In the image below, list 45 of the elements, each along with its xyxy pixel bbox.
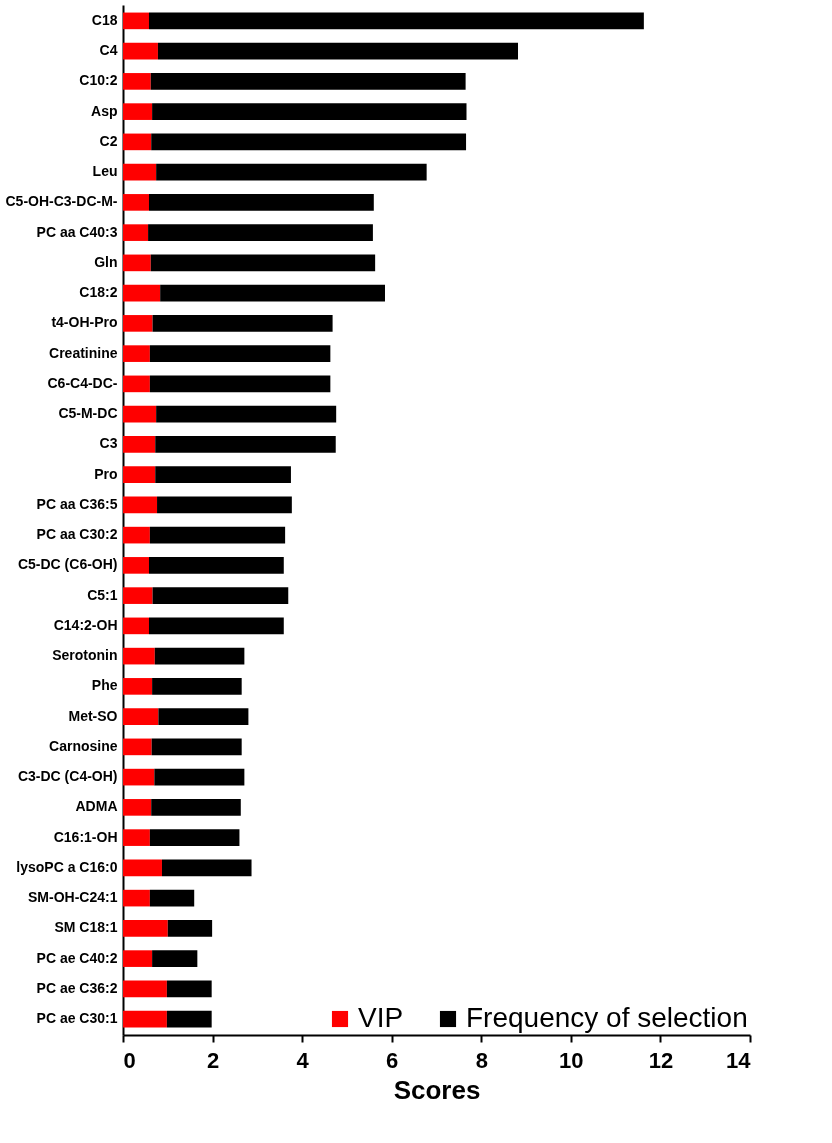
y-tick-label: SM-OH-C24:1	[28, 889, 118, 906]
y-tick-label: PC aa C30:2	[36, 526, 118, 543]
y-tick-label: C10:2	[79, 72, 118, 89]
y-tick-label: C5:1	[87, 586, 118, 603]
y-tick-label: C2	[99, 132, 118, 149]
x-tick-label: 8	[475, 1047, 488, 1073]
y-tick-label: C18	[91, 11, 118, 28]
x-tick-label: 4	[296, 1047, 310, 1073]
y-tick-label: C3	[99, 435, 118, 452]
y-tick-label: PC ae C40:2	[36, 949, 118, 966]
legend-label: Frequency of selection	[466, 1002, 748, 1033]
y-tick-label: Leu	[92, 163, 118, 180]
y-tick-label: Phe	[91, 677, 118, 694]
x-tick-label: 6	[386, 1047, 399, 1073]
y-tick-label: Gln	[94, 253, 118, 270]
y-tick-label: PC ae C30:1	[36, 1010, 118, 1027]
y-tick-label: C14:2-OH	[53, 616, 118, 633]
x-tick-label: 12	[648, 1047, 674, 1073]
y-tick-label: C5-M-DC	[58, 405, 118, 422]
y-tick-label: C6-C4-DC-	[47, 374, 118, 391]
x-tick-label: 0	[123, 1047, 136, 1073]
y-tick-label: Met-SO	[68, 707, 118, 724]
x-axis-title: Scores	[393, 1074, 481, 1105]
y-tick-label: SM C18:1	[54, 919, 118, 936]
y-tick-label: Serotonin	[52, 647, 118, 664]
y-tick-label: Asp	[91, 102, 118, 119]
y-tick-label: C18:2	[79, 284, 118, 301]
y-tick-label: t4-OH-Pro	[51, 314, 118, 331]
y-tick-label: Pro	[94, 465, 118, 482]
x-tick-label: 14	[726, 1047, 752, 1073]
y-tick-label: C5-DC (C6-OH)	[17, 556, 118, 573]
y-tick-label: C5-OH-C3-DC-M-	[5, 193, 118, 210]
y-tick-label: PC aa C36:5	[36, 495, 118, 512]
y-tick-label: lysoPC a C16:0	[16, 858, 118, 875]
y-tick-label: C4	[99, 42, 118, 59]
x-tick-label: 2	[206, 1047, 220, 1073]
y-tick-label: PC ae C36:2	[36, 979, 118, 996]
y-tick-label: C16:1-OH	[53, 828, 118, 845]
y-tick-label: Carnosine	[49, 737, 118, 754]
y-tick-label: C3-DC (C4-OH)	[17, 768, 118, 785]
y-tick-label: PC aa C40:3	[36, 223, 118, 240]
y-tick-label: ADMA	[75, 798, 118, 815]
legend-label: VIP	[358, 1002, 404, 1033]
x-tick-label: 10	[559, 1047, 584, 1073]
y-tick-label: Creatinine	[49, 344, 118, 361]
